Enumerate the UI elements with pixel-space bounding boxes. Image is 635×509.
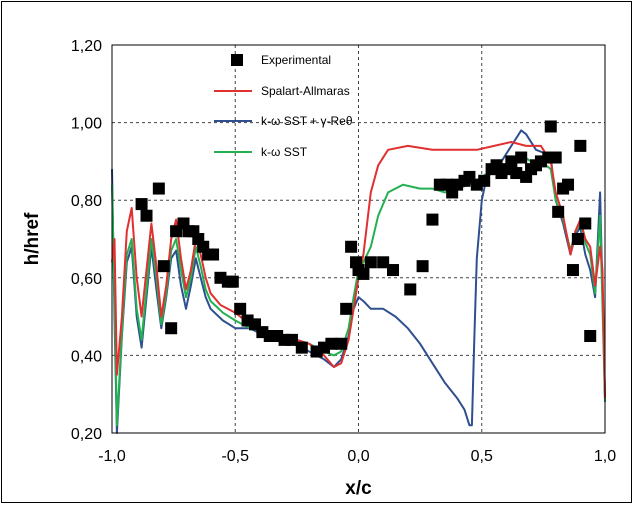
experimental-point [478, 174, 491, 187]
x-tick-label: 0,0 [347, 448, 369, 465]
experimental-point [207, 248, 220, 261]
experimental-point [295, 341, 308, 354]
legend-label: k-ω SST + γ-Reθ [261, 114, 353, 128]
y-tick-labels: 0,20 0,40 0,60 0,80 1,00 1,20 [71, 38, 102, 443]
y-tick-label: 0,40 [71, 348, 102, 365]
experimental-point [515, 151, 528, 164]
experimental-point [140, 209, 153, 222]
experimental-point [364, 256, 377, 269]
x-tick-label: -0,5 [221, 448, 249, 465]
experimental-point [571, 233, 584, 245]
x-tick-label: 0,5 [471, 448, 493, 465]
experimental-point [285, 333, 298, 346]
series-line-1 [111, 141, 606, 399]
experimental-point [357, 267, 370, 280]
experimental-point [544, 120, 557, 133]
experimental-point [574, 139, 587, 152]
x-axis-label: x/c [345, 478, 372, 499]
experimental-point [505, 155, 518, 168]
y-tick-label: 0,20 [71, 426, 102, 443]
legend-marker [231, 54, 243, 66]
experimental-point [549, 151, 562, 164]
x-tick-label: -1,0 [98, 448, 126, 465]
experimental-point [416, 260, 429, 273]
series-line-3 [111, 152, 606, 427]
experimental-point [340, 302, 353, 315]
experimental-point [510, 167, 523, 180]
experimental-point [165, 322, 178, 335]
legend: Experimental Spalart-Allmaras k-ω SST + γ-… [214, 53, 353, 159]
experimental-point [345, 240, 358, 253]
experimental-point [552, 205, 565, 218]
x-tick-labels: -1,0 -0,5 0,0 0,5 1,0 [98, 448, 616, 465]
y-tick-label: 1,20 [71, 38, 102, 55]
experimental-point [152, 182, 165, 195]
y-tick-label: 0,80 [71, 193, 102, 210]
experimental-point [584, 330, 597, 342]
experimental-point [562, 178, 575, 191]
experimental-point [335, 337, 348, 350]
plot-area-border [111, 44, 606, 434]
experimental-point [234, 302, 247, 315]
experimental-markers [135, 120, 597, 358]
experimental-point [377, 256, 390, 269]
legend-label: Experimental [261, 53, 331, 67]
y-axis-label: h/href [22, 212, 43, 265]
experimental-point [325, 337, 338, 350]
experimental-point [387, 264, 400, 277]
experimental-point [404, 283, 417, 296]
y-tick-label: 1,00 [71, 116, 102, 133]
experimental-point [566, 264, 579, 277]
experimental-point [135, 198, 148, 211]
experimental-point [426, 213, 439, 226]
y-tick-label: 0,60 [71, 271, 102, 288]
experimental-point [579, 217, 592, 230]
experimental-point [226, 275, 239, 288]
legend-label: k-ω SST [261, 145, 308, 159]
x-tick-label: 1,0 [594, 448, 616, 465]
legend-label: Spalart-Allmaras [261, 84, 350, 98]
grid-lines [111, 44, 606, 434]
experimental-point [157, 260, 170, 273]
